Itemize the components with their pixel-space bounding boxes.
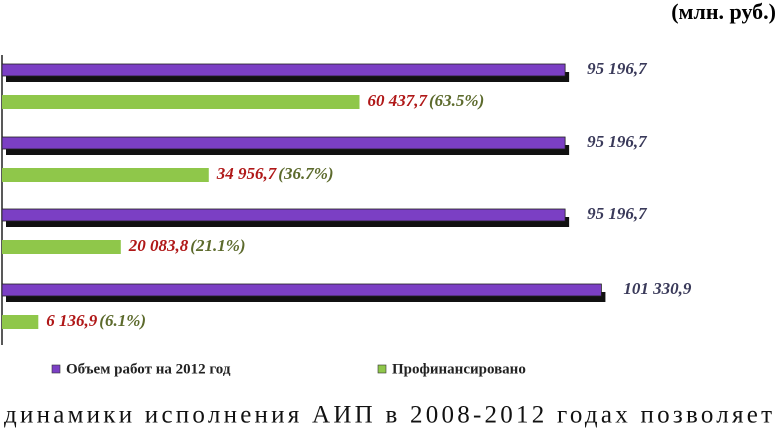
bar: [2, 240, 121, 254]
bar: [2, 315, 39, 329]
value-label: 20 083,8: [128, 236, 189, 255]
bar: [2, 168, 209, 182]
value-label: 95 196,7: [587, 132, 648, 151]
percent-label: (6.1%): [99, 311, 146, 330]
unit-label: (млн. руб.): [671, 0, 776, 24]
bar-shadow: [6, 72, 570, 82]
value-label: 101 330,9: [623, 279, 692, 298]
bar: [2, 95, 360, 109]
legend-label: Объем работ на 2012 год: [66, 361, 231, 377]
bar-shadow: [6, 217, 570, 227]
body-text: динамики исполнения АИП в 2008-2012 года…: [4, 402, 772, 429]
bar: [1, 208, 566, 222]
legend-swatch: [377, 364, 387, 374]
value-label: 6 136,9: [46, 311, 98, 330]
value-label: 34 956,7: [216, 164, 278, 183]
value-label: 95 196,7: [587, 59, 648, 78]
bar: [1, 63, 566, 77]
value-label: 95 196,7: [587, 204, 648, 223]
value-label: 60 437,7: [368, 91, 429, 110]
bar: [1, 136, 566, 150]
percent-label: (36.7%): [278, 164, 333, 183]
legend-label: Профинансировано: [392, 361, 526, 377]
bar: [1, 283, 602, 297]
legend-swatch: [51, 364, 61, 374]
bar-shadow: [6, 145, 570, 155]
percent-label: (21.1%): [190, 236, 245, 255]
percent-label: (63.5%): [429, 91, 484, 110]
bar-shadow: [6, 292, 606, 302]
